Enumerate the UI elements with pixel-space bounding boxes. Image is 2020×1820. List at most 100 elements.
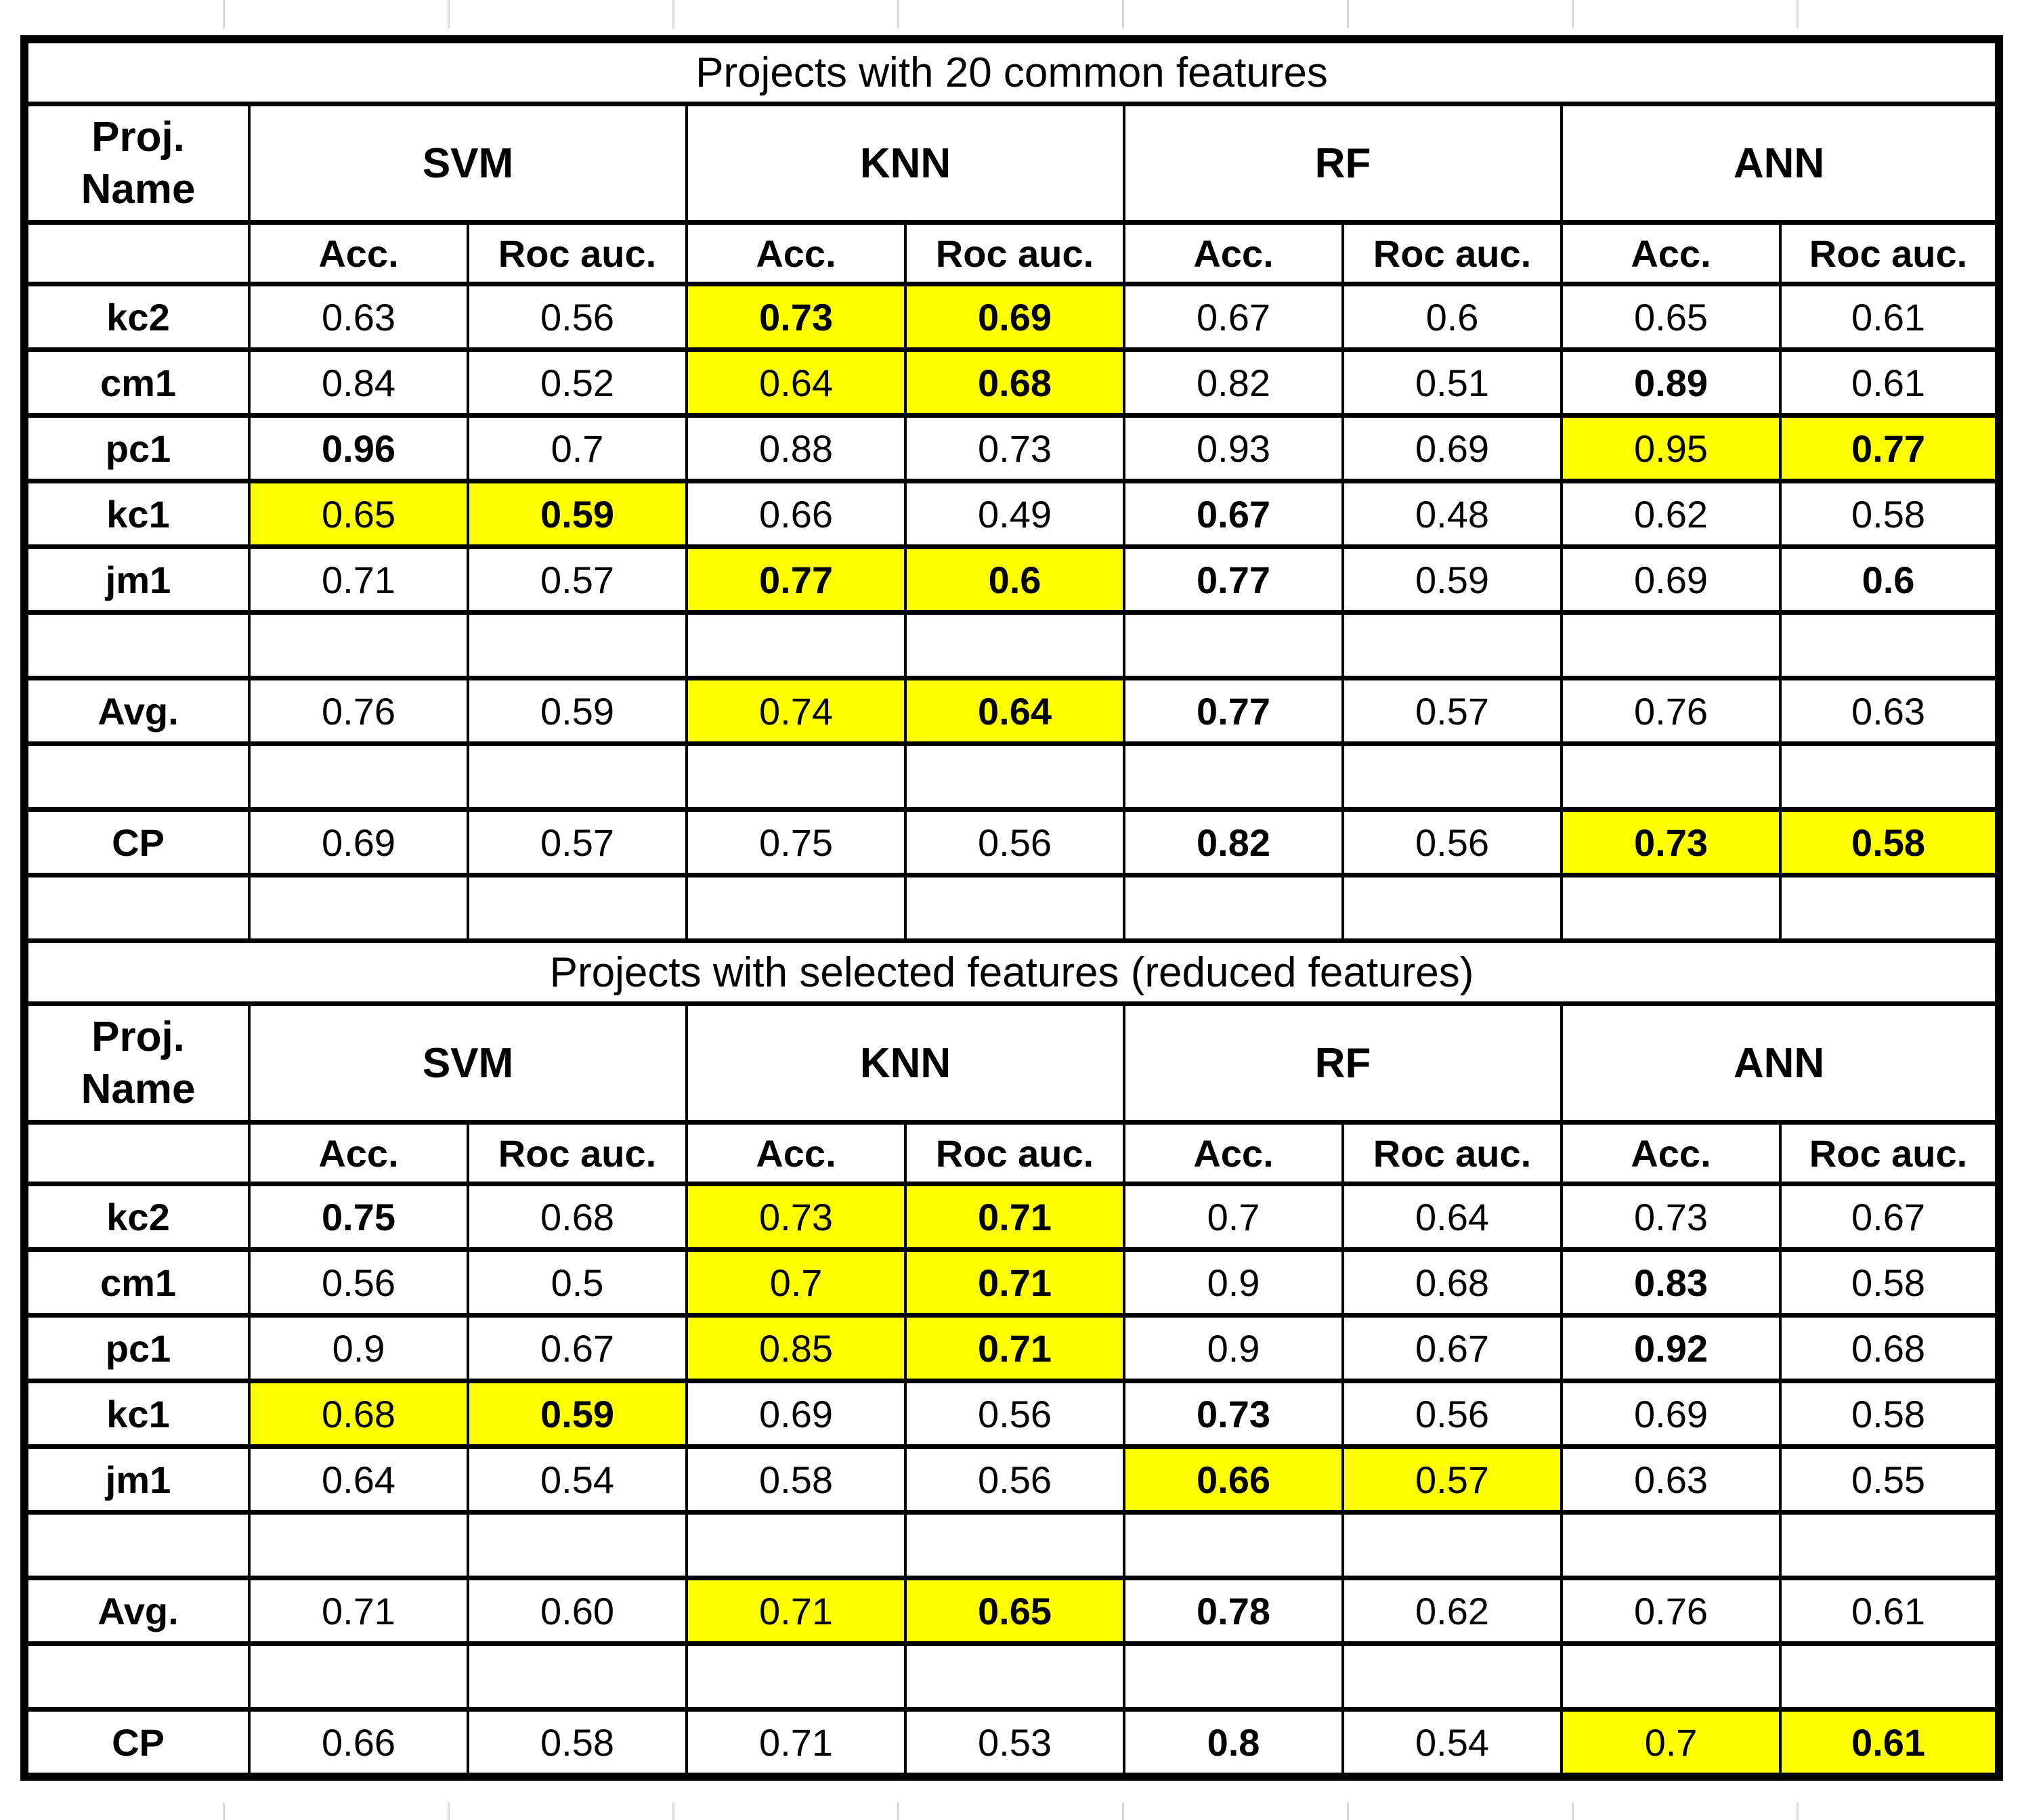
spacer-cell	[1123, 1510, 1344, 1580]
classifier-results-table: Projects with 20 common features Proj. Nam…	[20, 35, 2004, 1781]
classifier-header-ann: ANN	[1560, 1001, 2001, 1125]
value-cell: 0.71	[248, 1576, 469, 1646]
value-cell: 0.58	[685, 1444, 907, 1515]
value-cell: 0.77	[1123, 676, 1344, 746]
value-cell-highlighted: 0.68	[248, 1379, 469, 1449]
spacer-cell	[1560, 1641, 1782, 1712]
spacer-row	[23, 1641, 2001, 1712]
subheader-roc-auc: Roc auc.	[904, 1120, 1125, 1186]
row-label: cm1	[23, 1247, 251, 1318]
value-cell: 0.52	[467, 347, 688, 418]
spacer-cell	[1560, 873, 1782, 943]
value-cell: 0.58	[1778, 479, 2001, 549]
metric-header-row: Acc. Roc auc. Acc. Roc auc. Acc. Roc auc. Acc.…	[23, 1120, 2001, 1186]
value-cell: 0.56	[904, 1379, 1125, 1449]
proj-name-line: Proj.	[91, 1013, 185, 1060]
spacer-cell	[1560, 741, 1782, 812]
subheader-roc-auc: Roc auc.	[467, 1120, 688, 1186]
value-cell: 0.78	[1123, 1576, 1344, 1646]
spacer-cell	[1778, 873, 2001, 943]
value-cell: 0.54	[467, 1444, 688, 1515]
value-cell: 0.76	[248, 676, 469, 746]
value-cell: 0.56	[248, 1247, 469, 1318]
value-cell: 0.68	[467, 1182, 688, 1252]
value-cell: 0.63	[1778, 676, 2001, 746]
value-cell-highlighted: 0.64	[685, 347, 907, 418]
table-row: CP 0.69 0.57 0.75 0.56 0.82 0.56 0.73 0.58	[23, 807, 2001, 878]
spacer-cell	[1123, 610, 1344, 680]
value-cell: 0.82	[1123, 347, 1344, 418]
excel-gridlines-top	[0, 0, 2020, 28]
value-cell: 0.83	[1560, 1247, 1782, 1318]
spacer-cell	[248, 873, 469, 943]
value-cell: 0.63	[248, 282, 469, 352]
value-cell: 0.67	[1778, 1182, 2001, 1252]
value-cell: 0.77	[1123, 544, 1344, 615]
value-cell: 0.9	[1123, 1313, 1344, 1383]
spacer-cell	[467, 1510, 688, 1580]
subheader-roc-auc: Roc auc.	[1778, 1120, 2001, 1186]
spacer-cell	[467, 873, 688, 943]
value-cell: 0.56	[1341, 807, 1563, 878]
proj-name-line: Name	[81, 1066, 196, 1112]
value-cell: 0.56	[904, 1444, 1125, 1515]
value-cell: 0.67	[1123, 479, 1344, 549]
value-cell-highlighted: 0.57	[1341, 1444, 1563, 1515]
spacer-cell	[1341, 1510, 1563, 1580]
spacer-cell	[1341, 610, 1563, 680]
value-cell: 0.73	[1123, 1379, 1344, 1449]
classifier-header-svm: SVM	[248, 1001, 688, 1125]
subheader-acc: Acc.	[248, 1120, 469, 1186]
spacer-cell	[1560, 610, 1782, 680]
value-cell-highlighted: 0.77	[685, 544, 907, 615]
spacer-row	[23, 741, 2001, 812]
value-cell-highlighted: 0.71	[685, 1576, 907, 1646]
value-cell: 0.51	[1341, 347, 1563, 418]
value-cell: 0.66	[685, 479, 907, 549]
spacer-cell	[685, 741, 907, 812]
value-cell-highlighted: 0.6	[904, 544, 1125, 615]
value-cell: 0.73	[904, 413, 1125, 483]
excel-gridlines-bottom	[0, 1802, 2020, 1820]
row-label: Avg.	[23, 676, 251, 746]
value-cell: 0.66	[248, 1707, 469, 1779]
table-row: kc1 0.65 0.59 0.66 0.49 0.67 0.48 0.62 0.58	[23, 479, 2001, 549]
value-cell-highlighted: 0.73	[1560, 807, 1782, 878]
value-cell: 0.61	[1778, 282, 2001, 352]
spacer-cell	[685, 610, 907, 680]
value-cell: 0.89	[1560, 347, 1782, 418]
value-cell: 0.6	[1778, 544, 2001, 615]
value-cell-highlighted: 0.77	[1778, 413, 2001, 483]
spacer-cell	[904, 873, 1125, 943]
value-cell: 0.68	[1341, 1247, 1563, 1318]
spacer-cell	[23, 1641, 251, 1712]
spacer-cell	[1778, 610, 2001, 680]
table-row: pc1 0.96 0.7 0.88 0.73 0.93 0.69 0.95 0.77	[23, 413, 2001, 483]
value-cell: 0.62	[1560, 479, 1782, 549]
subheader-acc: Acc.	[248, 220, 469, 286]
spacer-cell	[1341, 1641, 1563, 1712]
value-cell: 0.9	[1123, 1247, 1344, 1318]
spacer-cell	[685, 873, 907, 943]
subheader-acc: Acc.	[685, 1120, 907, 1186]
value-cell: 0.56	[1341, 1379, 1563, 1449]
spacer-cell	[1341, 873, 1563, 943]
value-cell: 0.55	[1778, 1444, 2001, 1515]
subheader-empty	[23, 220, 251, 286]
value-cell: 0.57	[467, 544, 688, 615]
subheader-roc-auc: Roc auc.	[1778, 220, 2001, 286]
subheader-acc: Acc.	[1123, 1120, 1344, 1186]
value-cell: 0.59	[467, 676, 688, 746]
value-cell: 0.63	[1560, 1444, 1782, 1515]
table-row: kc2 0.63 0.56 0.73 0.69 0.67 0.6 0.65 0.61	[23, 282, 2001, 352]
value-cell: 0.69	[685, 1379, 907, 1449]
section-title: Projects with selected features (reduced…	[22, 938, 2001, 1006]
value-cell-highlighted: 0.59	[467, 479, 688, 549]
table-row: kc2 0.75 0.68 0.73 0.71 0.7 0.64 0.73 0.67	[23, 1182, 2001, 1252]
spacer-cell	[685, 1510, 907, 1580]
row-label: kc1	[23, 1379, 251, 1449]
classifier-header-svm: SVM	[248, 102, 688, 225]
value-cell: 0.67	[467, 1313, 688, 1383]
section-title-row: Projects with 20 common features	[22, 37, 2001, 106]
metric-header-row: Acc. Roc auc. Acc. Roc auc. Acc. Roc auc. Acc.…	[23, 220, 2001, 286]
